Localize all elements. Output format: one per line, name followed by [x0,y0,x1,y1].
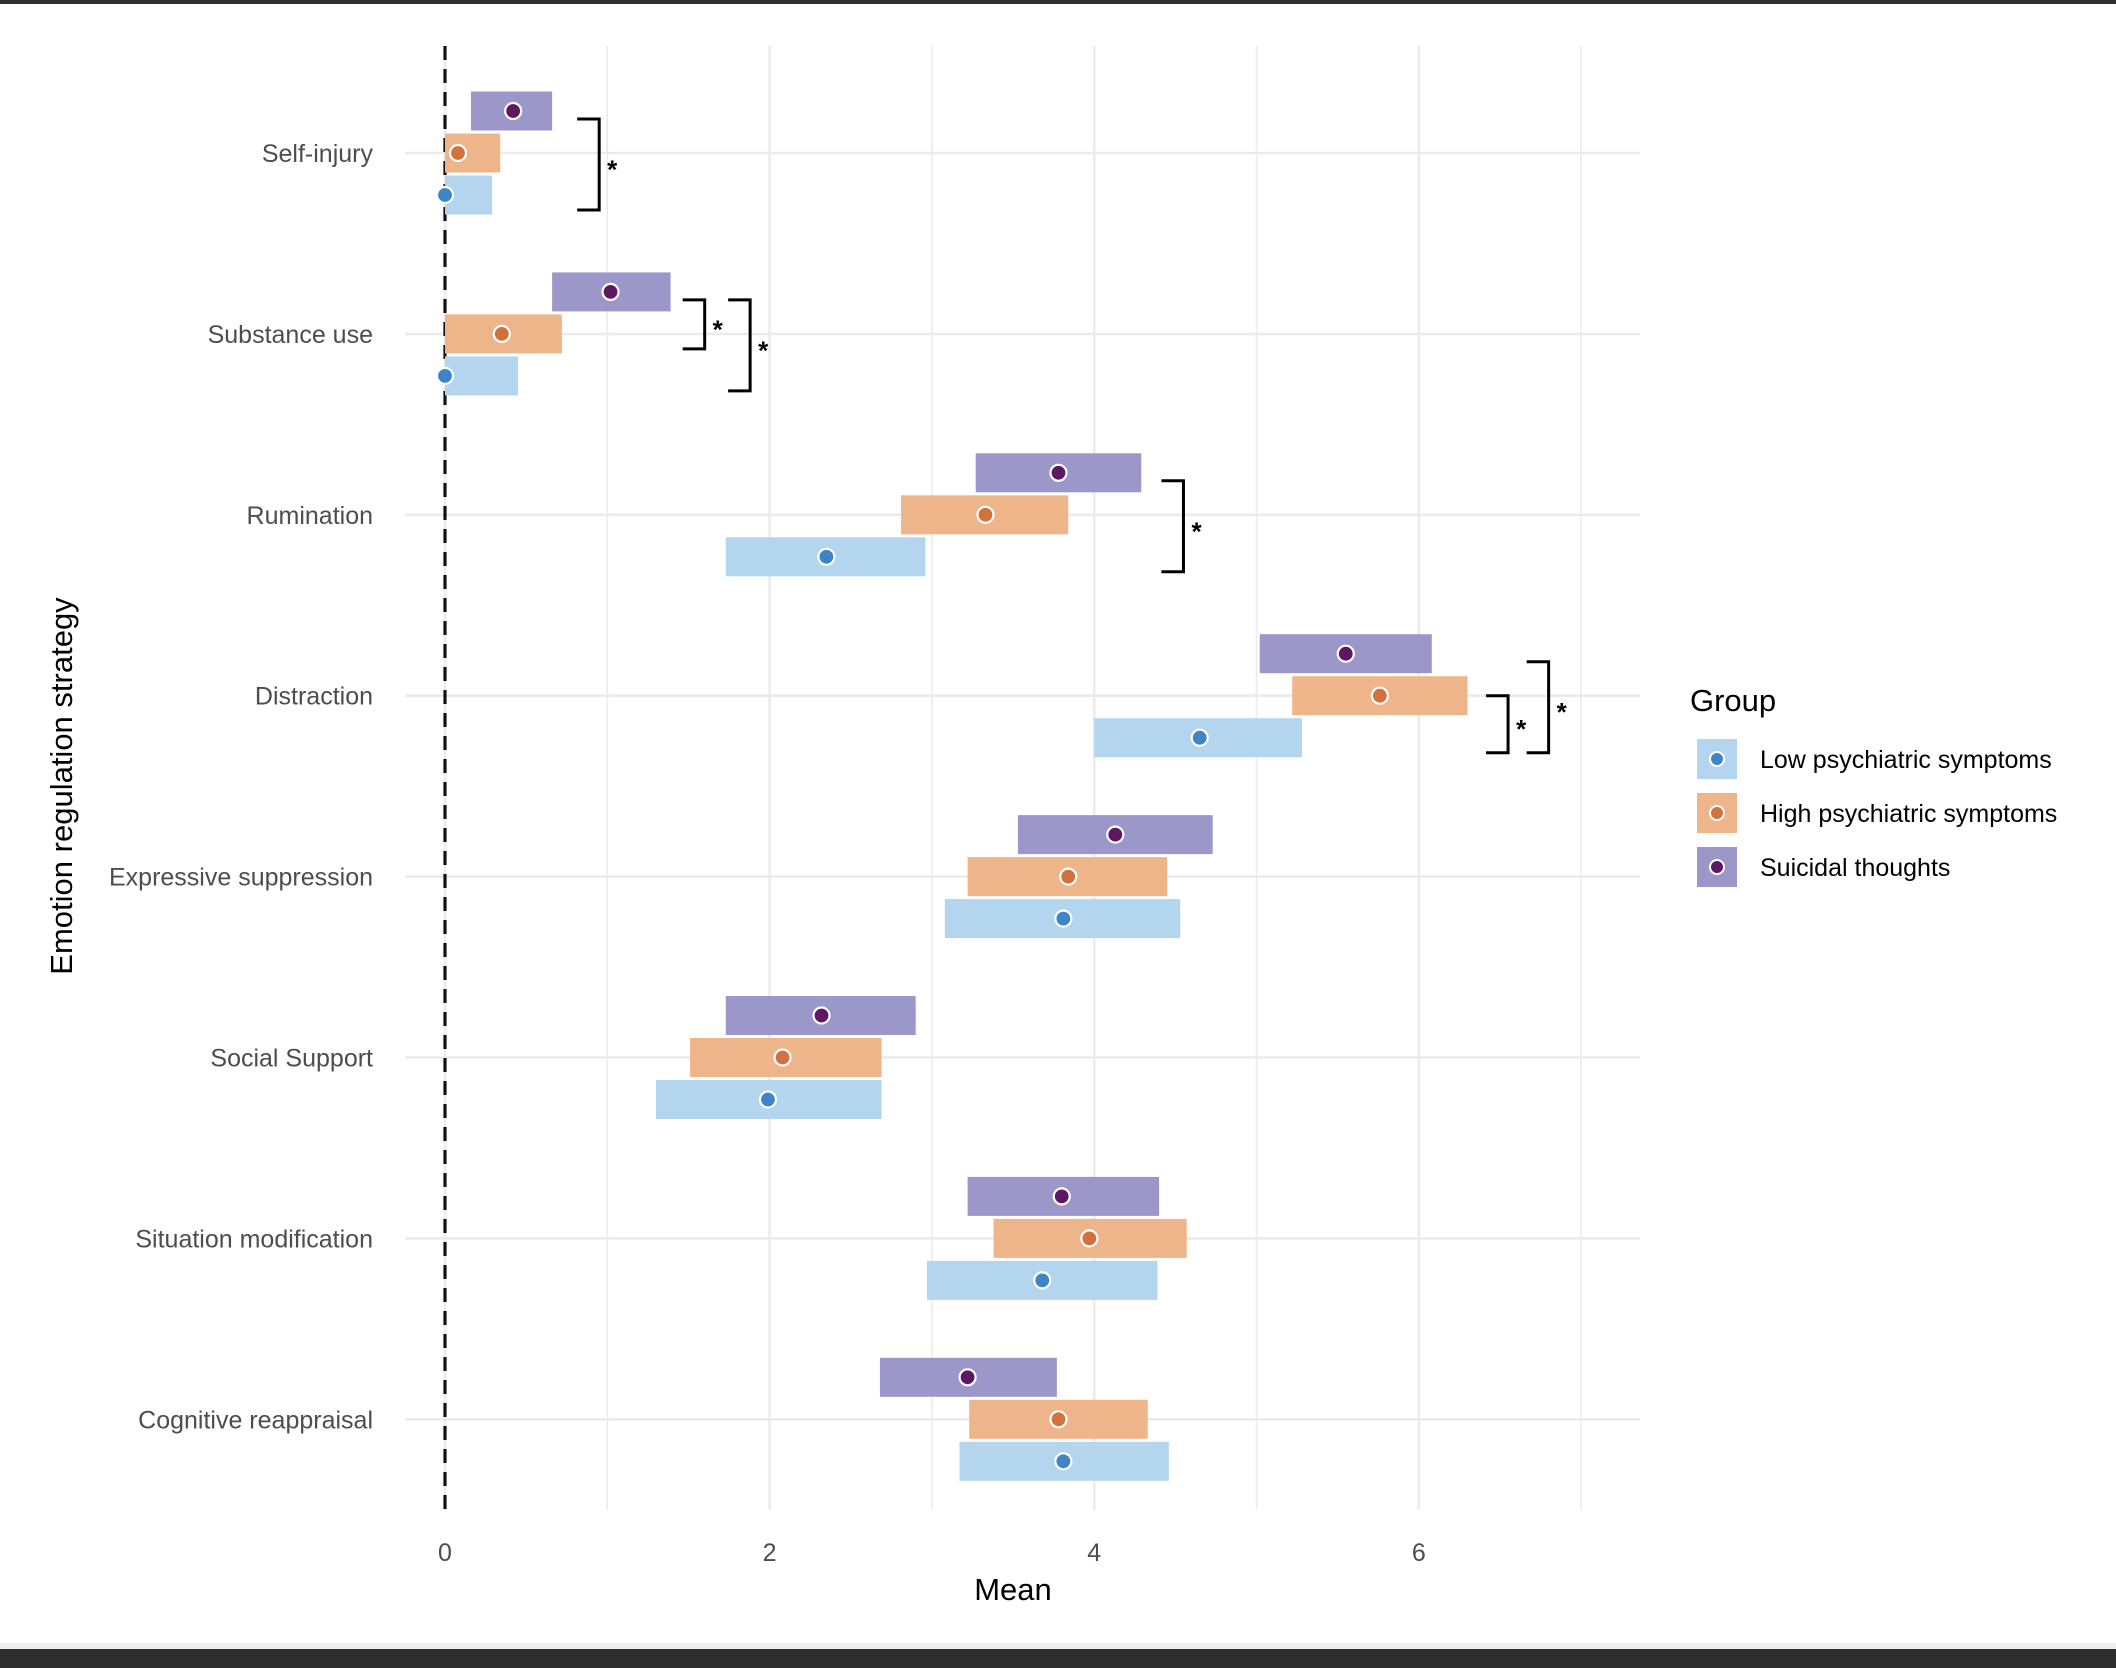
legend-title: Group [1690,683,1776,718]
x-tick-labels: 0 2 4 6 [438,1539,1426,1567]
x-tick-label: 2 [763,1539,777,1567]
y-tick-label: Social Support [210,1045,373,1073]
x-tick-label: 6 [1412,1539,1426,1567]
mean-point-suicidal [601,282,620,301]
y-tick-label: Rumination [247,502,373,530]
legend-item-suicidal: Suicidal thoughts [1697,847,1950,887]
mean-point-high [1059,867,1078,886]
mean-point-high [1080,1229,1099,1248]
significance-asterisk: * [713,314,724,344]
mean-point-suicidal [504,101,523,121]
y-tick-labels: Self-injury Substance use Rumination Distra… [109,140,374,1434]
significance-asterisk: * [758,335,769,365]
significance-asterisk: * [1557,697,1568,727]
significance-bracket [1161,479,1185,574]
significance-asterisk: * [1516,714,1527,744]
x-tick-label: 0 [438,1539,452,1567]
mean-point-suicidal [1052,1187,1071,1206]
window-top-border [0,0,2116,4]
mean-point-high [1049,1410,1068,1429]
y-tick-label: Self-injury [262,140,374,168]
legend-item-low: Low psychiatric symptoms [1697,739,2052,779]
significance-bracket [1526,660,1551,755]
legend-label: Suicidal thoughts [1760,854,1950,882]
mean-point-high [773,1048,792,1067]
legend-label: High psychiatric symptoms [1760,800,2057,828]
y-tick-label: Substance use [208,321,373,349]
range-bar-low [445,356,519,396]
mean-point-low [435,185,455,205]
window-bottom-bar [0,1649,2116,1668]
y-tick-label: Distraction [255,683,373,711]
mean-point-high [492,324,511,343]
significance-asterisk: * [1191,516,1202,546]
x-axis-title: Mean [974,1572,1052,1607]
significance-asterisk: * [607,155,618,185]
significance-bracket [728,298,752,393]
window-bottom-edge [0,1643,2116,1649]
significance-bracket [577,117,601,212]
mean-point-high [448,143,468,163]
legend: Group Low psychiatric symptoms High psych… [1690,683,2057,887]
mean-point-suicidal [1336,644,1355,663]
mean-point-suicidal [1049,463,1068,482]
mean-point-low [1054,1452,1073,1471]
mean-point-suicidal [958,1368,977,1387]
y-axis-title: Emotion regulation strategy [44,597,79,975]
mean-point-suicidal [1106,825,1125,844]
legend-item-high: High psychiatric symptoms [1697,793,2057,833]
mean-point-low [435,366,455,385]
significance-bracket [1486,694,1510,755]
mean-point-low [1033,1271,1052,1290]
legend-key-point [1709,751,1725,767]
mean-point-suicidal [812,1006,831,1025]
mean-point-high [1370,686,1389,705]
significance-layer: * * * * * * [577,117,1568,755]
bars-layer [435,91,1468,1481]
y-tick-label: Cognitive reappraisal [138,1406,373,1434]
mean-point-low [1054,909,1073,928]
mean-point-high [976,505,995,524]
mean-point-low [817,547,836,566]
legend-key-point [1709,859,1725,875]
x-tick-label: 4 [1087,1539,1101,1567]
y-tick-label: Situation modification [135,1225,373,1253]
significance-bracket [682,298,707,351]
legend-key-point [1709,805,1725,821]
mean-point-low [1190,728,1209,747]
legend-label: Low psychiatric symptoms [1760,746,2052,774]
mean-point-low [758,1090,778,1109]
y-tick-label: Expressive suppression [109,864,373,892]
